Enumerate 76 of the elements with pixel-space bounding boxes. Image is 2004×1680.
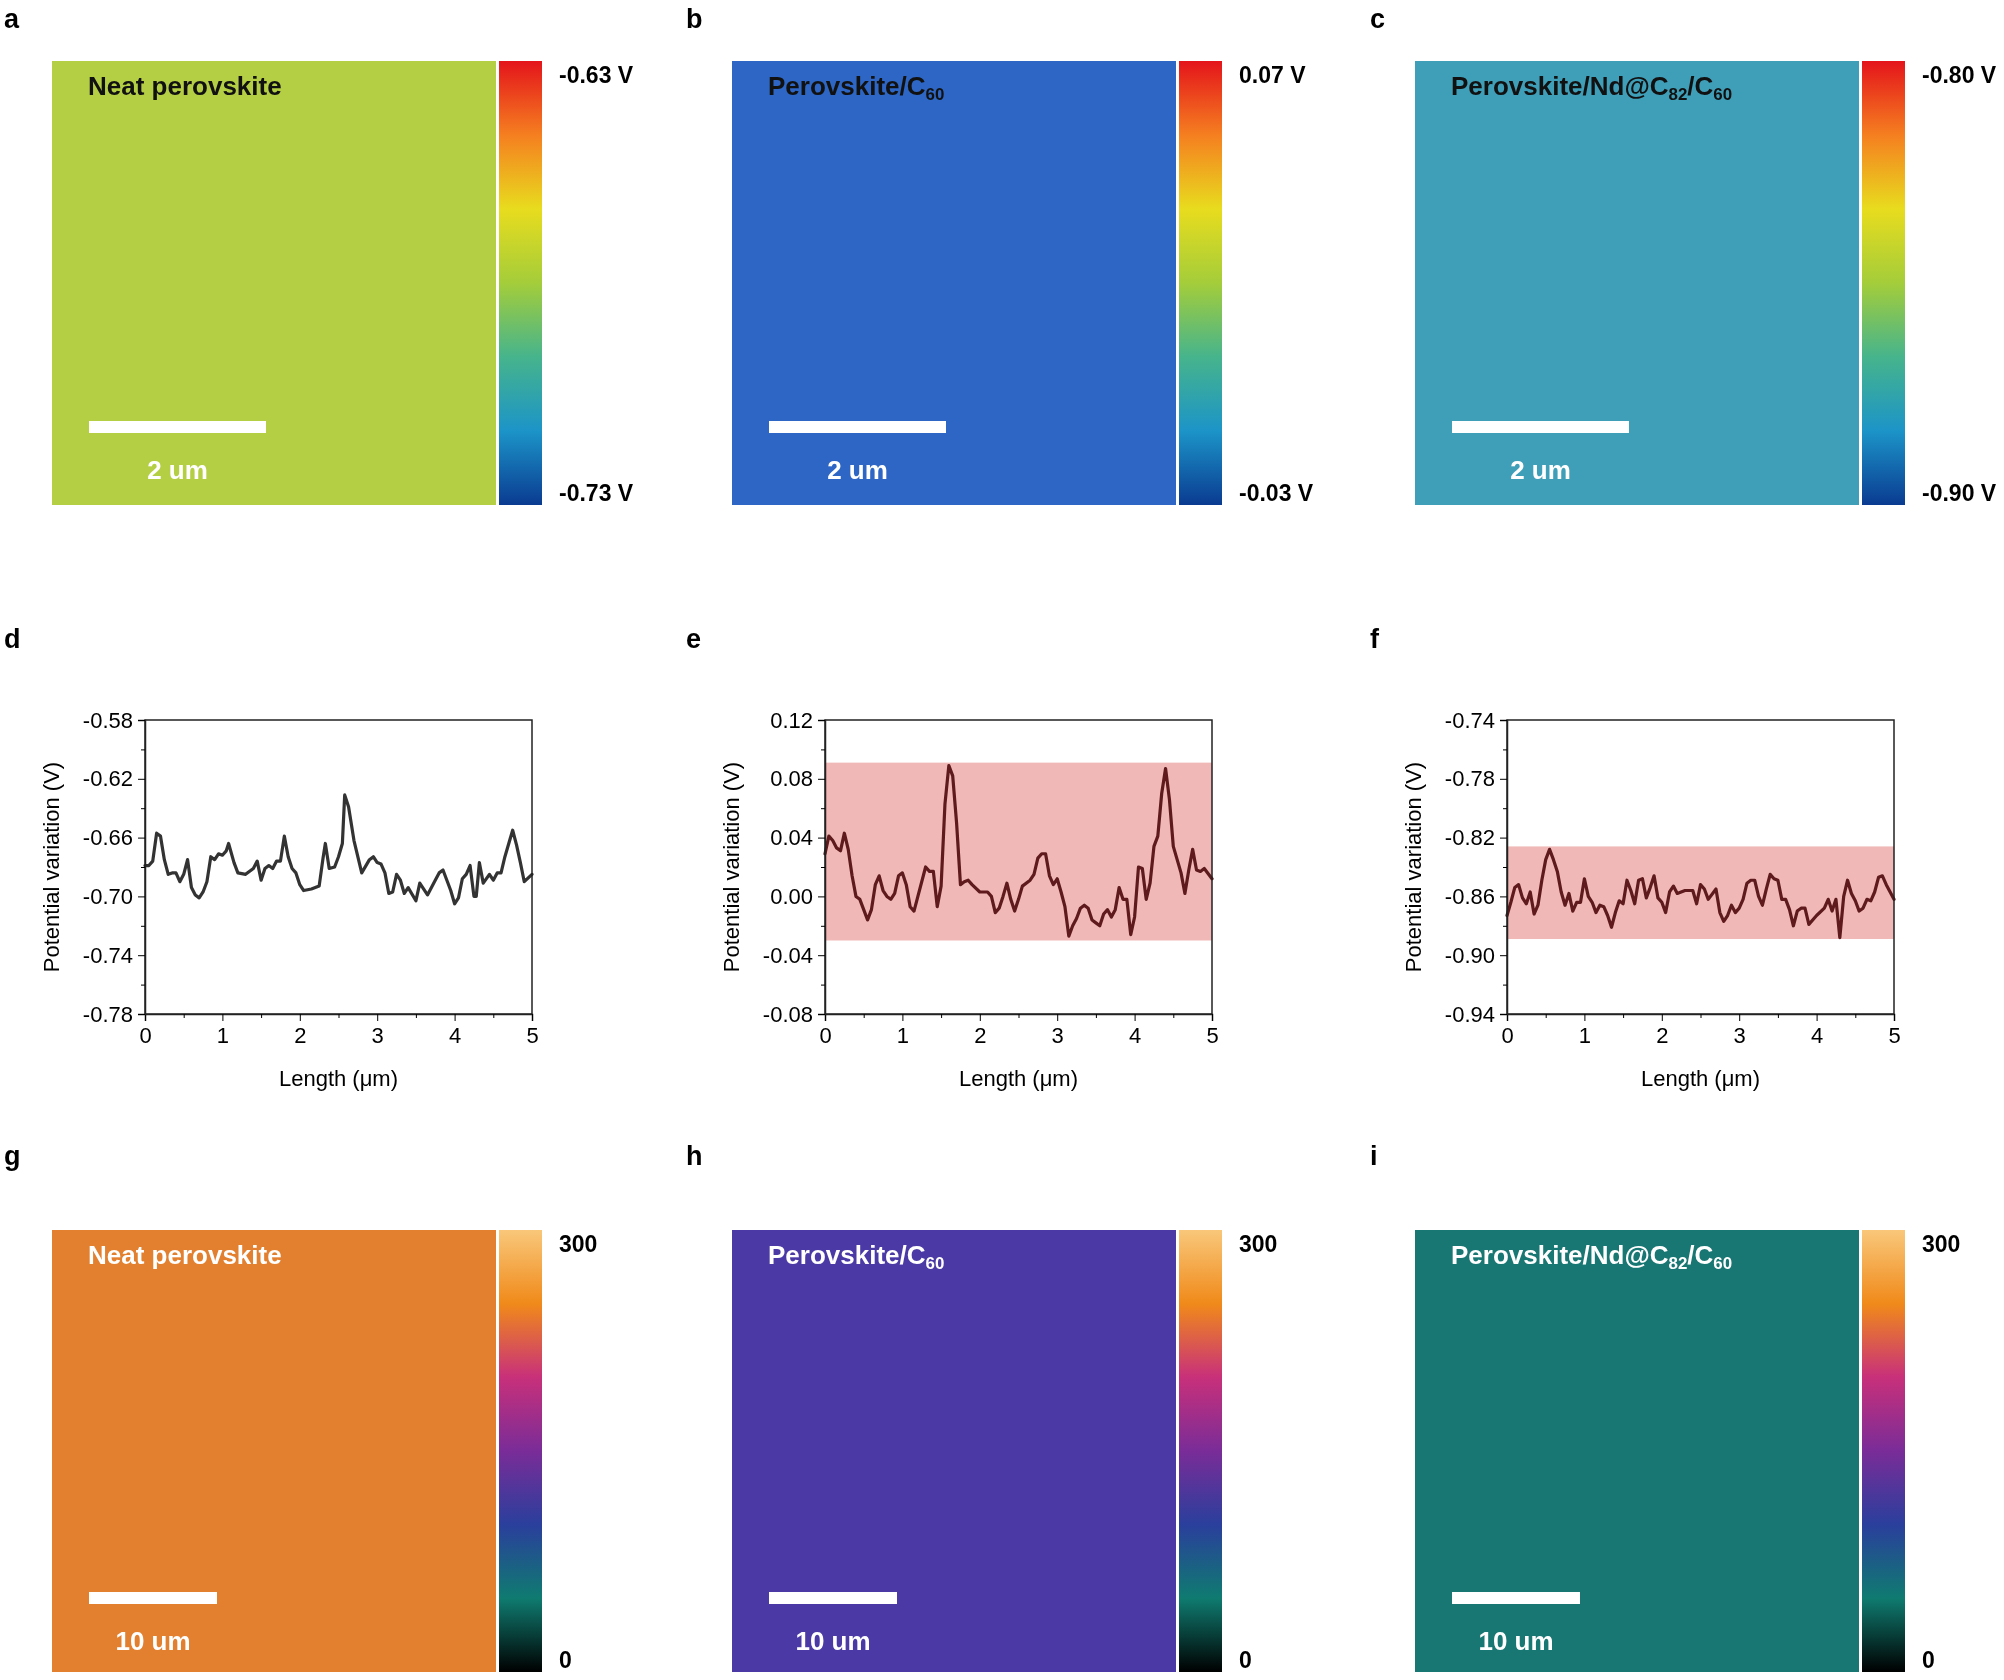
text: 2 um [827, 455, 888, 485]
x-tick-label: 2 [294, 1022, 307, 1048]
x-tick-label: 3 [1051, 1022, 1064, 1048]
y-axis-title: Potential variation (V) [719, 761, 744, 973]
text: 0.07 V [1239, 62, 1307, 88]
text: 2 um [1510, 455, 1571, 485]
y-tick-label: -0.74 [82, 942, 133, 968]
x-tick-label: 4 [1128, 1022, 1142, 1048]
y-axis-title: Potential variation (V) [1401, 761, 1426, 973]
x-tick-label: 0 [139, 1022, 152, 1048]
y-tick-label: -0.74 [1444, 707, 1495, 733]
text: i [1370, 1141, 1378, 1171]
y-tick-label: -0.94 [1444, 1001, 1495, 1027]
text: Perovskite/Nd@C$_{82}$/C$_{60}$ [1451, 1240, 1733, 1274]
x-tick-label: 1 [1578, 1022, 1592, 1048]
x-tick-label: 3 [371, 1022, 384, 1048]
text: Perovskite/Nd@C$_{82}$/C$_{60}$ [1451, 71, 1733, 105]
x-tick-label: 1 [216, 1022, 230, 1048]
text: g [4, 1141, 21, 1171]
y-tick-label: -0.82 [1444, 825, 1495, 851]
text: f [1370, 624, 1380, 654]
x-tick-label: 1 [896, 1022, 910, 1048]
text: Neat perovskite [88, 1240, 282, 1270]
y-tick-label: -0.66 [82, 825, 133, 851]
y-tick-label: 0.12 [770, 707, 813, 733]
text: d [4, 624, 21, 654]
x-tick-label: 4 [448, 1022, 462, 1048]
x-tick-label: 0 [819, 1022, 832, 1048]
x-axis-title: Length (μm) [958, 1066, 1079, 1091]
text: -0.63 V [559, 62, 634, 88]
y-tick-label: -0.70 [82, 883, 133, 909]
x-tick-label: 5 [526, 1022, 539, 1048]
x-tick-label: 5 [1888, 1022, 1901, 1048]
y-axis-title: Potential variation (V) [39, 761, 64, 973]
y-tick-label: 0.00 [770, 883, 813, 909]
text: 0 [1922, 1647, 1935, 1673]
text: Perovskite/C$_{60}$ [768, 71, 945, 105]
text: h [686, 1141, 703, 1171]
x-tick-label: 3 [1733, 1022, 1746, 1048]
text: 10 um [795, 1626, 871, 1656]
text: 300 [559, 1231, 598, 1257]
text: b [686, 4, 703, 34]
text: Perovskite/C$_{60}$ [768, 1240, 945, 1274]
text: 0 [1239, 1647, 1252, 1673]
text: 300 [1922, 1231, 1961, 1257]
text: Neat perovskite [88, 71, 282, 101]
text: 10 um [115, 1626, 191, 1656]
text: -0.03 V [1239, 480, 1314, 506]
text: a [4, 4, 20, 34]
x-axis-title: Length (μm) [1640, 1066, 1761, 1091]
x-tick-label: 2 [1656, 1022, 1669, 1048]
x-tick-label: 0 [1501, 1022, 1514, 1048]
y-tick-label: -0.04 [762, 942, 813, 968]
y-tick-label: -0.62 [82, 766, 133, 792]
x-tick-label: 4 [1810, 1022, 1824, 1048]
x-axis-title: Length (μm) [278, 1066, 399, 1091]
line-series [143, 793, 534, 906]
y-tick-label: 0.08 [770, 766, 813, 792]
x-tick-label: 2 [974, 1022, 987, 1048]
text: 0 [559, 1647, 572, 1673]
y-tick-label: -0.86 [1444, 883, 1495, 909]
text: 300 [1239, 1231, 1278, 1257]
y-tick-label: -0.90 [1444, 942, 1495, 968]
y-tick-label: -0.58 [82, 707, 133, 733]
y-tick-label: 0.04 [770, 825, 813, 851]
text: e [686, 624, 702, 654]
text: c [1370, 4, 1386, 34]
y-tick-label: -0.08 [762, 1001, 813, 1027]
text: 10 um [1478, 1626, 1554, 1656]
text: -0.90 V [1922, 480, 1997, 506]
y-tick-label: -0.78 [1444, 766, 1495, 792]
y-tick-label: -0.78 [82, 1001, 133, 1027]
text: 2 um [147, 455, 208, 485]
text: -0.80 V [1922, 62, 1997, 88]
text: -0.73 V [559, 480, 634, 506]
x-tick-label: 5 [1206, 1022, 1219, 1048]
